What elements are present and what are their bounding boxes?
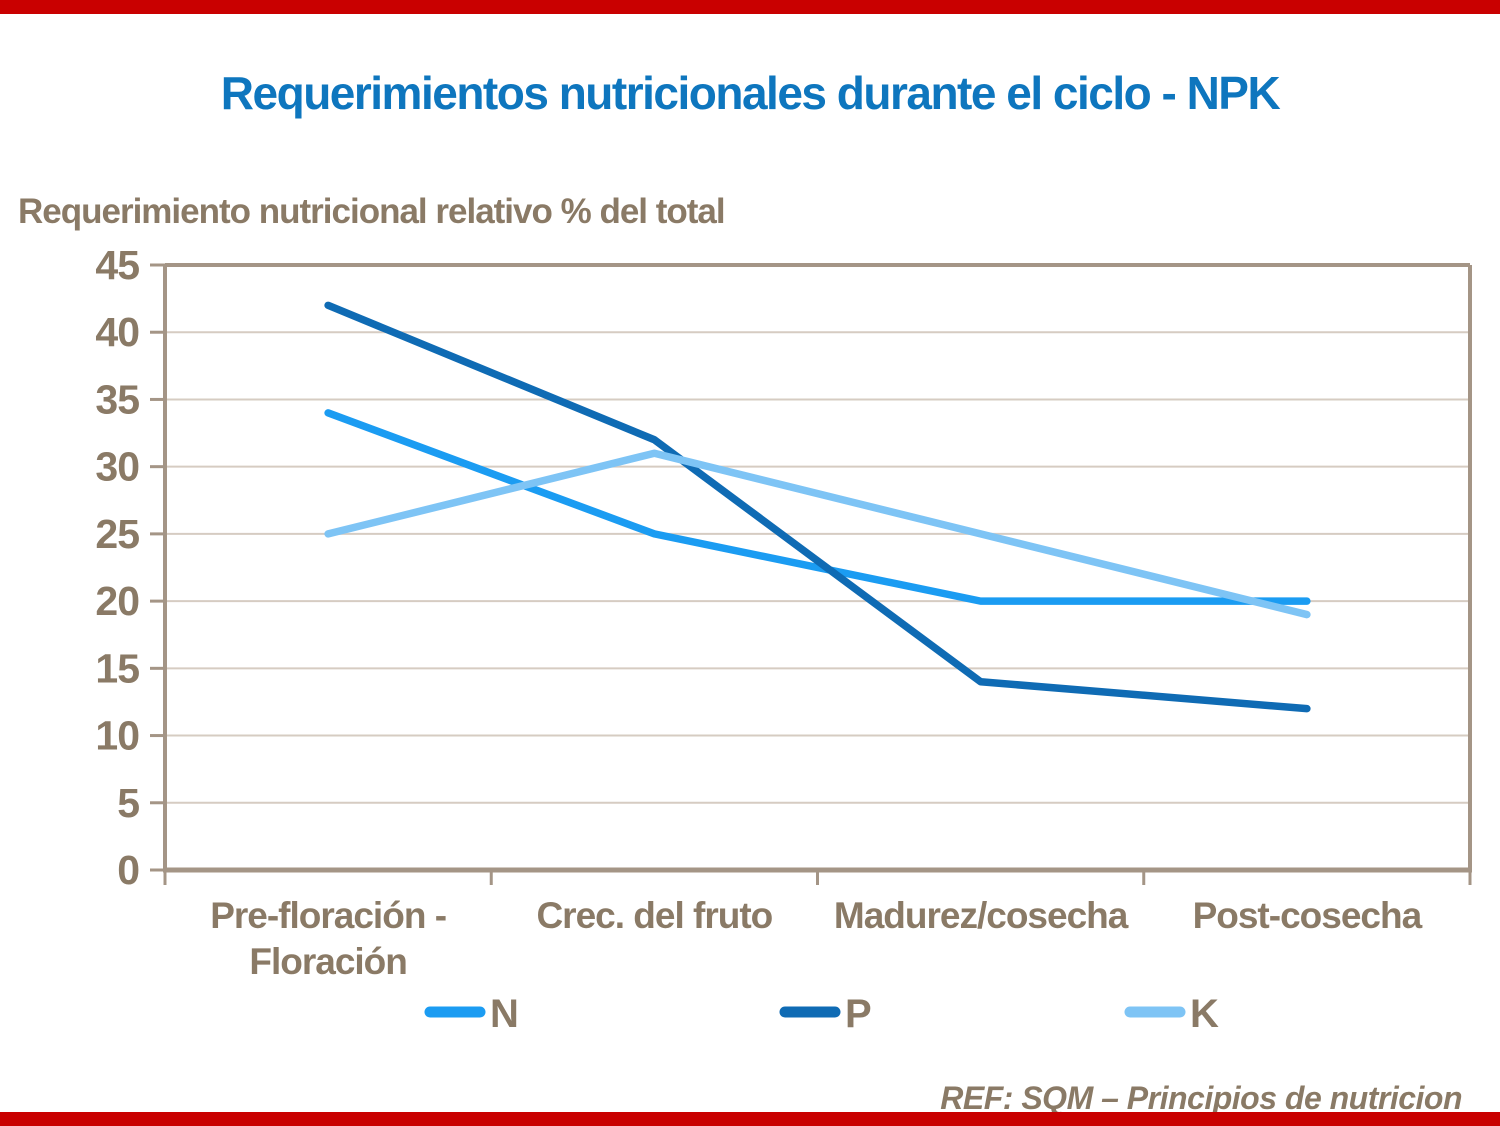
reference-text: REF: SQM – Principios de nutricion (940, 1080, 1462, 1116)
x-category-label: Post-cosecha (1193, 895, 1423, 936)
top-red-bar (0, 0, 1500, 14)
series-line-K (324, 449, 1311, 619)
legend-label-K: K (1190, 992, 1219, 1036)
y-tick-label: 15 (95, 645, 139, 691)
legend-label-N: N (490, 992, 518, 1036)
bottom-red-bar (0, 1112, 1500, 1126)
y-tick-label: 40 (95, 309, 139, 355)
x-category-label: Crec. del fruto (536, 895, 772, 936)
y-axis-title: Requerimiento nutricional relativo % del… (18, 192, 726, 231)
series-line-P (324, 301, 1311, 713)
y-tick-label: 35 (95, 376, 139, 422)
x-category-label: Madurez/cosecha (834, 895, 1129, 936)
y-tick-label: 5 (117, 780, 139, 826)
y-tick-label: 0 (117, 847, 139, 893)
y-tick-label: 45 (95, 242, 139, 288)
y-tick-label: 25 (95, 511, 139, 557)
x-category-label: Pre-floración -Floración (210, 895, 446, 982)
y-tick-label: 30 (95, 444, 139, 490)
y-tick-label: 20 (95, 578, 139, 624)
y-tick-label: 10 (95, 713, 139, 759)
series-line-N (324, 409, 1311, 605)
chart-title: Requerimientos nutricionales durante el … (220, 67, 1281, 119)
legend-label-P: P (845, 992, 871, 1036)
